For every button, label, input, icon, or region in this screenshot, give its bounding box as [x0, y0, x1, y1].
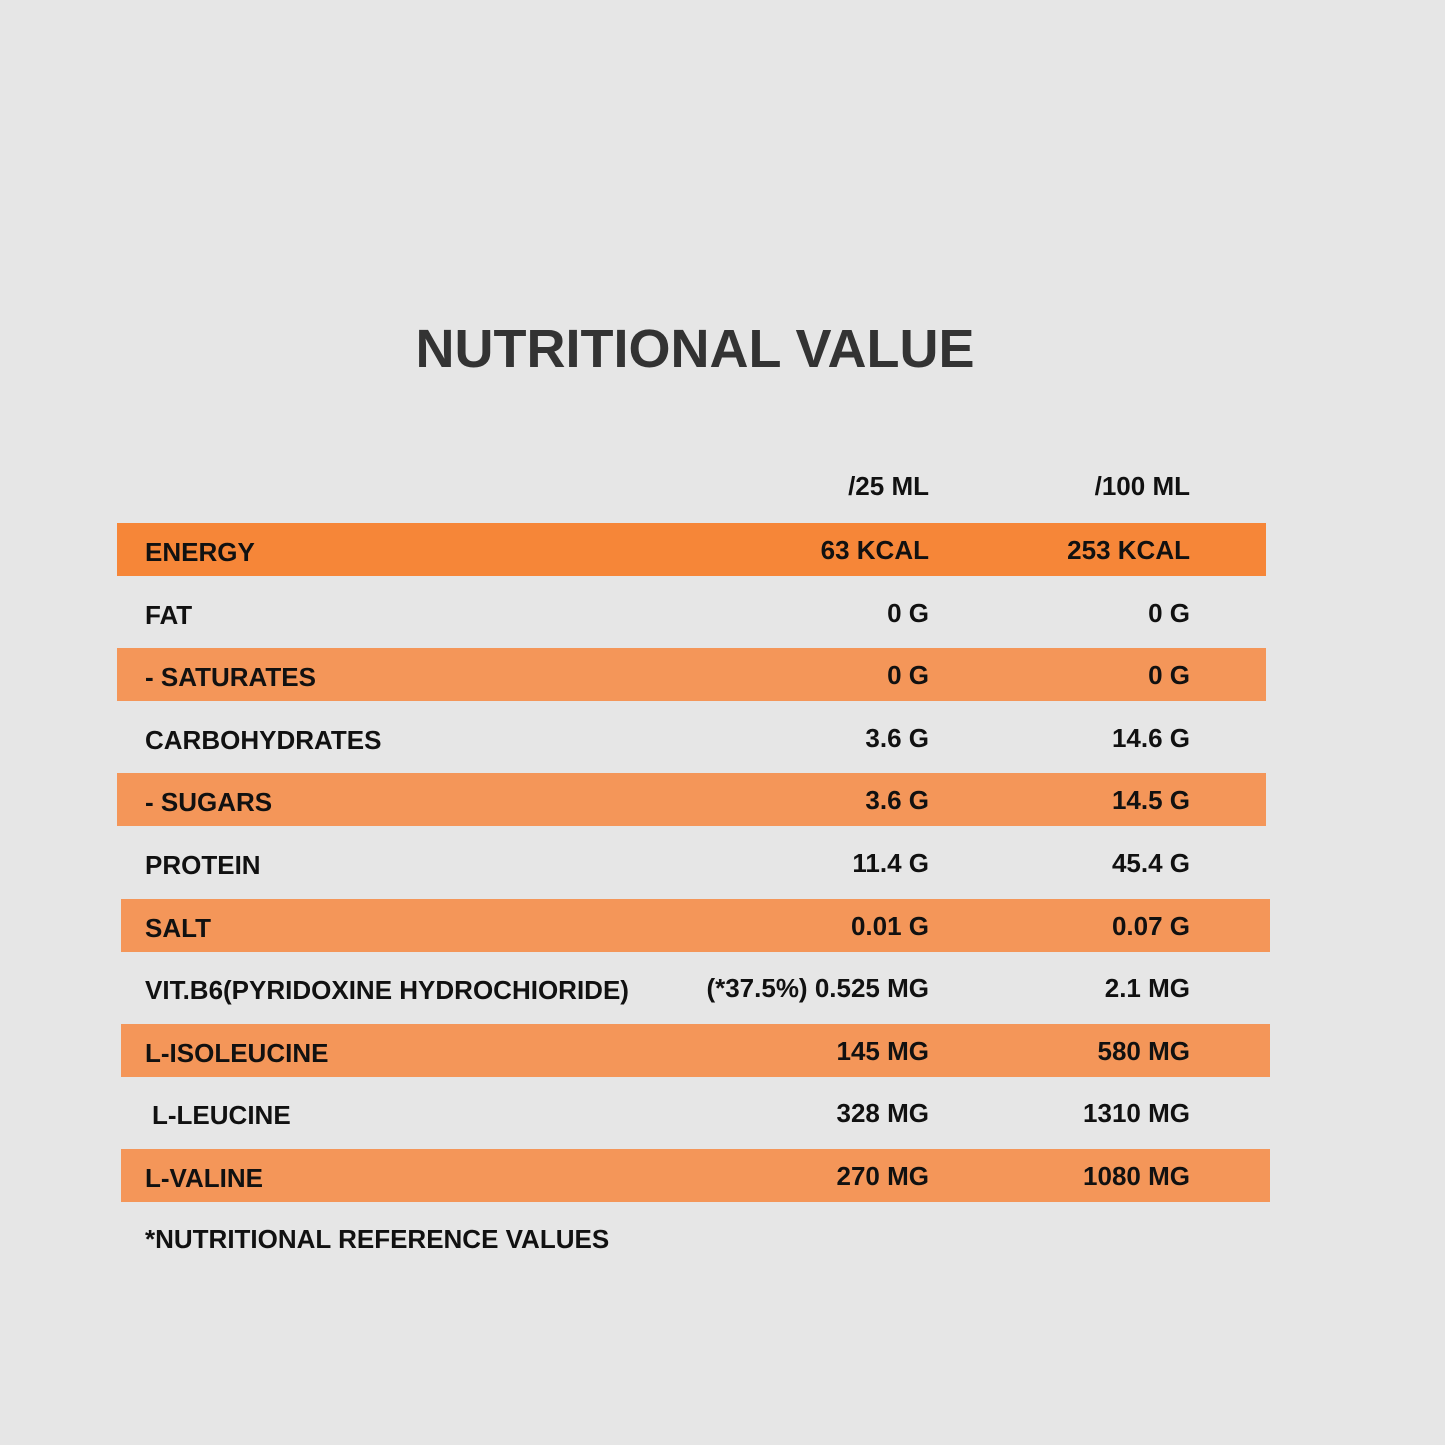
cell-value: 0.01 G: [850, 910, 929, 941]
title: NUTRITIONAL VALUE: [415, 319, 975, 379]
cell-value: 1310 MG: [1083, 1098, 1190, 1129]
cell-value: 0 G: [887, 660, 929, 691]
cell-value: 14.6 G: [1111, 722, 1190, 753]
row-label: L-ISOLEUCINE: [145, 1037, 329, 1068]
cell-value: 1080 MG: [1083, 1161, 1190, 1191]
cell-value: 14.5 G: [1111, 785, 1190, 816]
row-label: - SUGARS: [145, 787, 273, 818]
cell-value: 580 MG: [1097, 1035, 1191, 1066]
cell-value: 0 G: [1148, 660, 1190, 691]
cell-value: 145 MG: [836, 1035, 930, 1066]
column-header: /25 ML: [848, 471, 929, 501]
cell-value: 2.1 MG: [1104, 973, 1190, 1004]
column-header: /100 ML: [1094, 471, 1190, 501]
cell-value: 0 G: [1148, 597, 1190, 628]
row-band: [121, 898, 1270, 952]
row-band: [121, 1149, 1270, 1202]
row-label: SALT: [145, 912, 211, 943]
row-label: - SATURATES: [145, 662, 316, 693]
cell-value: (*37.5%) 0.525 MG: [706, 973, 929, 1004]
row-label: VIT.B6(PYRIDOXINE HYDROCHIORIDE): [145, 975, 629, 1006]
row-label: CARBOHYDRATES: [145, 724, 382, 755]
row-label: PROTEIN: [145, 850, 261, 880]
cell-value: 0.07 G: [1111, 910, 1190, 941]
row-label: ENERGY: [145, 537, 255, 567]
cell-value: 328 MG: [836, 1098, 930, 1129]
row-band: [117, 773, 1266, 827]
row-label: FAT: [145, 599, 193, 630]
cell-value: 0 G: [887, 597, 929, 628]
cell-value: 270 MG: [836, 1161, 930, 1191]
cell-value: 3.6 G: [865, 785, 929, 816]
cell-value: 45.4 G: [1111, 848, 1190, 878]
row-band: [121, 1023, 1270, 1077]
cell-value: 63 KCAL: [820, 535, 929, 565]
cell-value: 11.4 G: [852, 848, 929, 878]
cell-value: 3.6 G: [865, 722, 929, 753]
row-band: [117, 523, 1266, 576]
footnote: *NUTRITIONAL REFERENCE VALUES: [145, 1224, 610, 1254]
row-label: L-LEUCINE: [152, 1100, 291, 1131]
cell-value: 253 KCAL: [1067, 535, 1190, 565]
row-label: L-VALINE: [145, 1163, 263, 1193]
row-band: [117, 648, 1266, 702]
